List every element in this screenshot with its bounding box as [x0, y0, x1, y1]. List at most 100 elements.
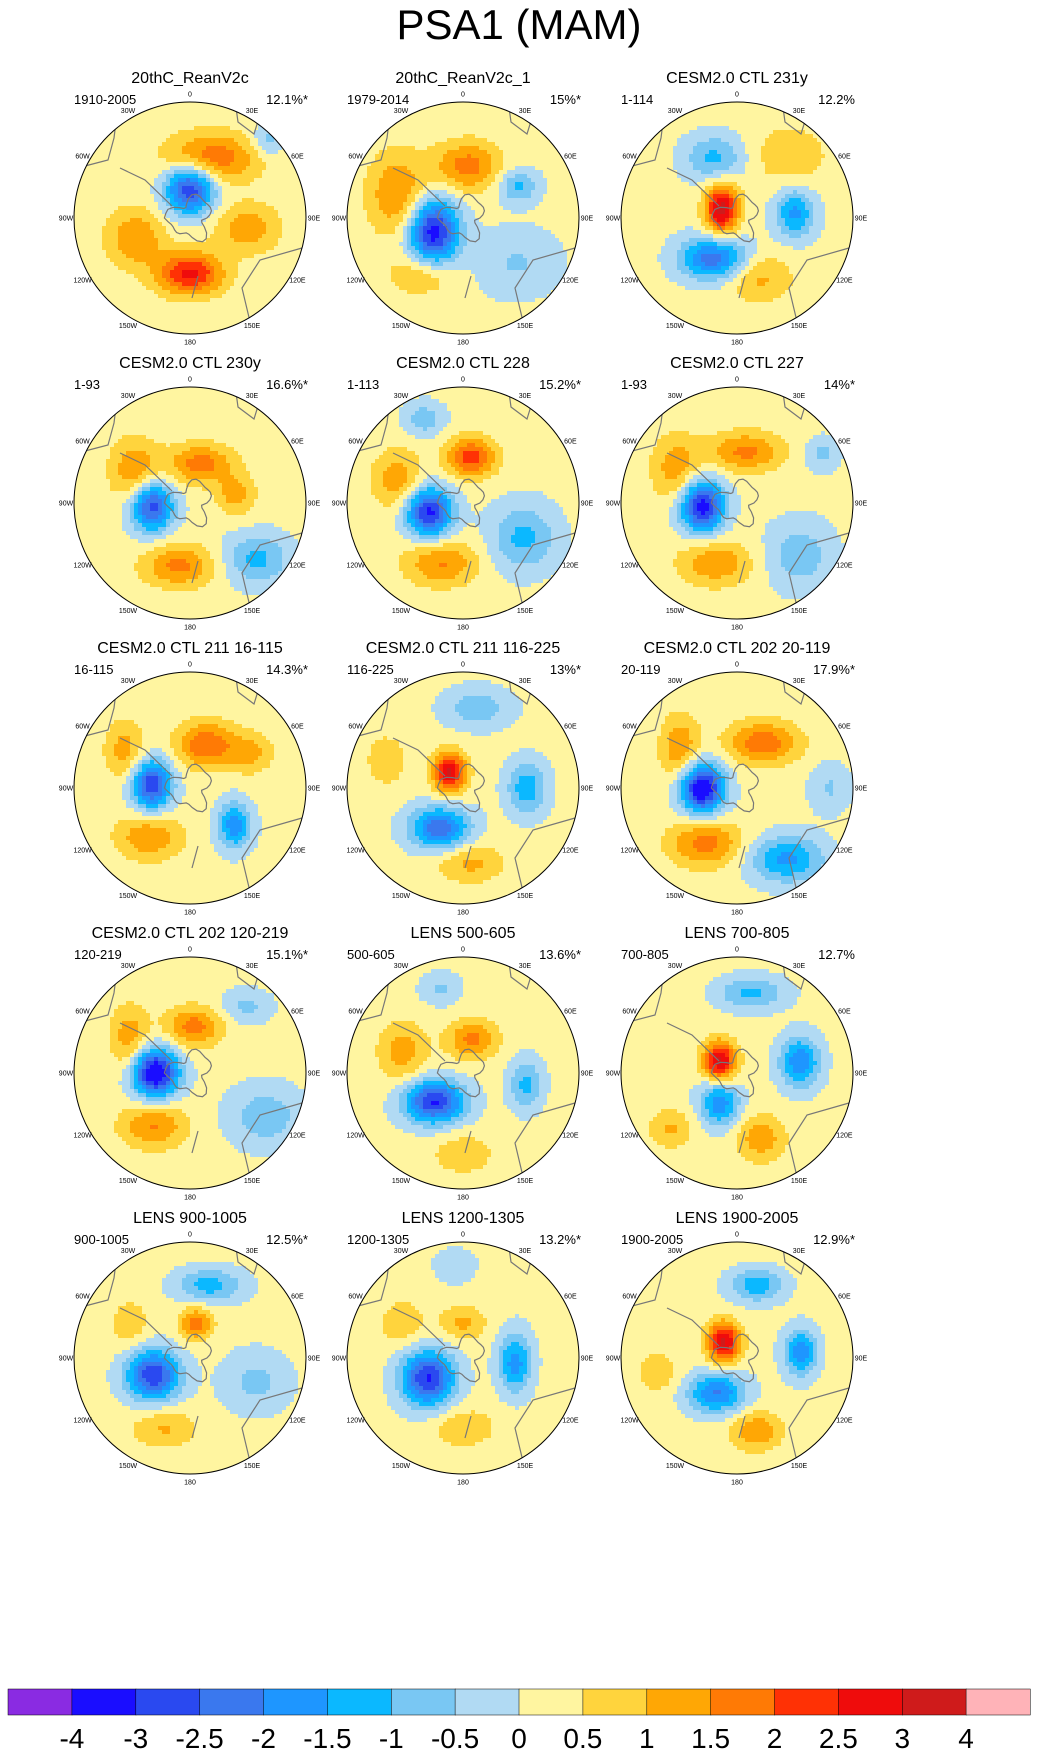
colorbar-swatch — [199, 1688, 265, 1716]
map-boundary — [73, 671, 307, 905]
map-boundary — [620, 671, 854, 905]
longitude-label: 150E — [244, 1463, 261, 1470]
colorbar-swatch — [838, 1688, 903, 1716]
longitude-label: 60E — [291, 154, 304, 161]
longitude-label: 90E — [581, 1071, 594, 1078]
panel-period: 116-225 — [347, 662, 394, 677]
longitude-label: 30E — [793, 678, 806, 685]
new-zealand-coastline — [464, 275, 472, 299]
longitude-label: 120E — [836, 1418, 853, 1425]
australia-coastline — [788, 1102, 850, 1186]
longitude-label: 90E — [855, 216, 868, 223]
longitude-label: 120W — [620, 1418, 639, 1425]
antarctica-coastline — [436, 763, 486, 813]
antarctica-coastline — [163, 1333, 213, 1383]
colorbar-swatch — [582, 1688, 648, 1716]
longitude-label: 90E — [308, 786, 321, 793]
longitude-label: 30W — [668, 678, 683, 685]
longitude-label: 60W — [348, 439, 363, 446]
contour-field — [621, 102, 853, 334]
antarctica-coastline — [163, 478, 213, 528]
longitude-label: 0 — [735, 377, 739, 384]
longitude-label: 180 — [457, 625, 469, 632]
panel-variance: 12.2% — [818, 92, 855, 107]
longitude-label: 90E — [855, 786, 868, 793]
antarctica-coastline — [436, 1048, 486, 1098]
longitude-label: 150W — [666, 323, 685, 330]
australia-coastline — [788, 532, 850, 616]
panel-variance: 16.6%* — [266, 377, 308, 392]
longitude-label: 120E — [289, 278, 306, 285]
longitude-label: 60E — [291, 1294, 304, 1301]
map-boundary — [620, 101, 854, 335]
australia-coastline — [241, 247, 303, 331]
longitude-label: 120W — [73, 1418, 92, 1425]
antarctic-peninsula — [392, 737, 446, 777]
colorbar-tick-label: -0.5 — [431, 1723, 479, 1754]
longitude-label: 90W — [59, 1071, 74, 1078]
longitude-label: 150E — [517, 608, 534, 615]
longitude-label: 0 — [188, 1232, 192, 1239]
longitude-label: 30E — [519, 678, 532, 685]
longitude-label: 30W — [394, 963, 409, 970]
longitude-label: 0 — [188, 947, 192, 954]
colorbar-tick-label: -2.5 — [175, 1723, 223, 1754]
antarctica-coastline — [163, 763, 213, 813]
longitude-label: 120E — [289, 1133, 306, 1140]
map-panel: CESM2.0 CTL 202 20-119 20-119 17.9%* 0 30E 60… — [606, 640, 868, 917]
longitude-label: 0 — [461, 92, 465, 99]
longitude-label: 180 — [731, 1480, 743, 1487]
longitude-label: 150W — [119, 608, 138, 615]
longitude-label: 90E — [308, 1356, 321, 1363]
longitude-label: 0 — [461, 662, 465, 669]
longitude-label: 150W — [119, 1463, 138, 1470]
colorbar-swatch — [710, 1688, 776, 1716]
contour-field — [74, 102, 306, 334]
longitude-label: 60E — [564, 1294, 577, 1301]
panel-variance: 14.3%* — [266, 662, 308, 677]
longitude-label: 150E — [791, 1463, 808, 1470]
longitude-label: 180 — [731, 340, 743, 347]
longitude-label: 90E — [581, 1356, 594, 1363]
longitude-label: 90E — [855, 501, 868, 508]
panel-title: CESM2.0 CTL 211 16-115 — [97, 640, 283, 657]
panel-variance: 14%* — [824, 377, 855, 392]
longitude-label: 150E — [244, 323, 261, 330]
colorbar-swatch — [135, 1688, 201, 1716]
longitude-label: 120W — [620, 848, 639, 855]
longitude-label: 60E — [838, 1009, 851, 1016]
longitude-label: 30W — [121, 393, 136, 400]
colorbar-tick-label: 0.5 — [563, 1723, 602, 1754]
longitude-label: 150E — [791, 323, 808, 330]
contour-field — [347, 672, 579, 904]
longitude-label: 120W — [346, 848, 365, 855]
longitude-label: 30W — [121, 1248, 136, 1255]
panel-period: 500-605 — [347, 947, 395, 962]
longitude-label: 120W — [620, 563, 639, 570]
new-zealand-coastline — [464, 560, 472, 584]
map-boundary — [73, 101, 307, 335]
longitude-label: 120E — [562, 1133, 579, 1140]
panel-title: CESM2.0 CTL 202 120-219 — [92, 925, 289, 942]
longitude-label: 180 — [184, 910, 196, 917]
map-panel: 20thC_ReanV2c_1 1979-2014 15%* 0 30E 60E 90E 12… — [332, 70, 594, 347]
longitude-label: 120E — [562, 563, 579, 570]
longitude-label: 60W — [622, 1294, 637, 1301]
panel-variance: 15%* — [550, 92, 581, 107]
panel-period: 1200-1305 — [347, 1232, 409, 1247]
colorbar-tick-label: 4 — [958, 1723, 974, 1754]
longitude-label: 30E — [246, 678, 259, 685]
map-boundary — [346, 101, 580, 335]
colorbar-swatch — [646, 1688, 712, 1716]
longitude-label: 30E — [793, 393, 806, 400]
longitude-label: 90E — [581, 786, 594, 793]
contour-field — [621, 1242, 853, 1474]
colorbar-tick-label: 3 — [895, 1723, 911, 1754]
longitude-label: 150E — [791, 893, 808, 900]
longitude-label: 120W — [620, 1133, 639, 1140]
longitude-label: 90W — [332, 1356, 347, 1363]
longitude-label: 90W — [332, 501, 347, 508]
new-zealand-coastline — [191, 1415, 199, 1439]
longitude-label: 150E — [517, 1178, 534, 1185]
